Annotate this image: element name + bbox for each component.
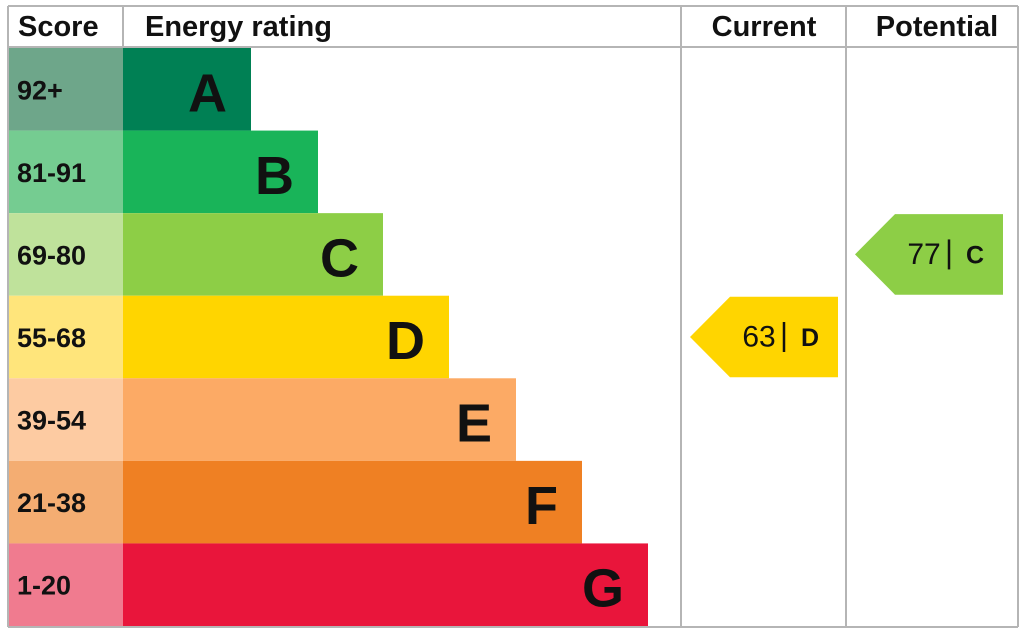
- rating-bar: [123, 213, 383, 296]
- potential-letter: C: [966, 241, 984, 269]
- score-range: 1-20: [17, 571, 71, 601]
- rating-bar: [123, 378, 516, 461]
- header-current: Current: [712, 11, 817, 43]
- rating-letter: G: [582, 559, 624, 619]
- rating-bar: [123, 460, 582, 544]
- rating-bar: [123, 48, 251, 131]
- score-range: 69-80: [17, 240, 86, 270]
- score-range: 39-54: [17, 406, 86, 436]
- header-potential: Potential: [876, 11, 998, 43]
- rating-letter: A: [188, 63, 227, 123]
- potential-pointer: [855, 214, 1003, 295]
- header-score: Score: [18, 11, 99, 43]
- score-range: 21-38: [17, 488, 86, 518]
- score-range: 55-68: [17, 323, 86, 353]
- rating-letter: E: [456, 394, 492, 454]
- score-cell: [8, 213, 123, 296]
- rating-bar: [123, 295, 449, 379]
- rating-bar: [123, 543, 648, 626]
- rating-letter: D: [386, 311, 425, 371]
- score-cell: [8, 48, 123, 131]
- rating-bar: [123, 130, 318, 214]
- current-value: 63: [742, 321, 775, 354]
- score-cell: [8, 130, 123, 214]
- current-pointer: [690, 296, 838, 378]
- rating-letter: B: [255, 146, 294, 206]
- current-letter: D: [801, 324, 819, 352]
- rating-letter: C: [320, 228, 359, 288]
- score-cell: [8, 295, 123, 379]
- score-cell: [8, 460, 123, 544]
- score-cell: [8, 543, 123, 626]
- potential-value: 77: [907, 238, 940, 271]
- rating-letter: F: [525, 476, 558, 536]
- score-range: 92+: [17, 75, 63, 105]
- score-cell: [8, 378, 123, 461]
- score-range: 81-91: [17, 158, 86, 188]
- header-rating: Energy rating: [145, 11, 332, 43]
